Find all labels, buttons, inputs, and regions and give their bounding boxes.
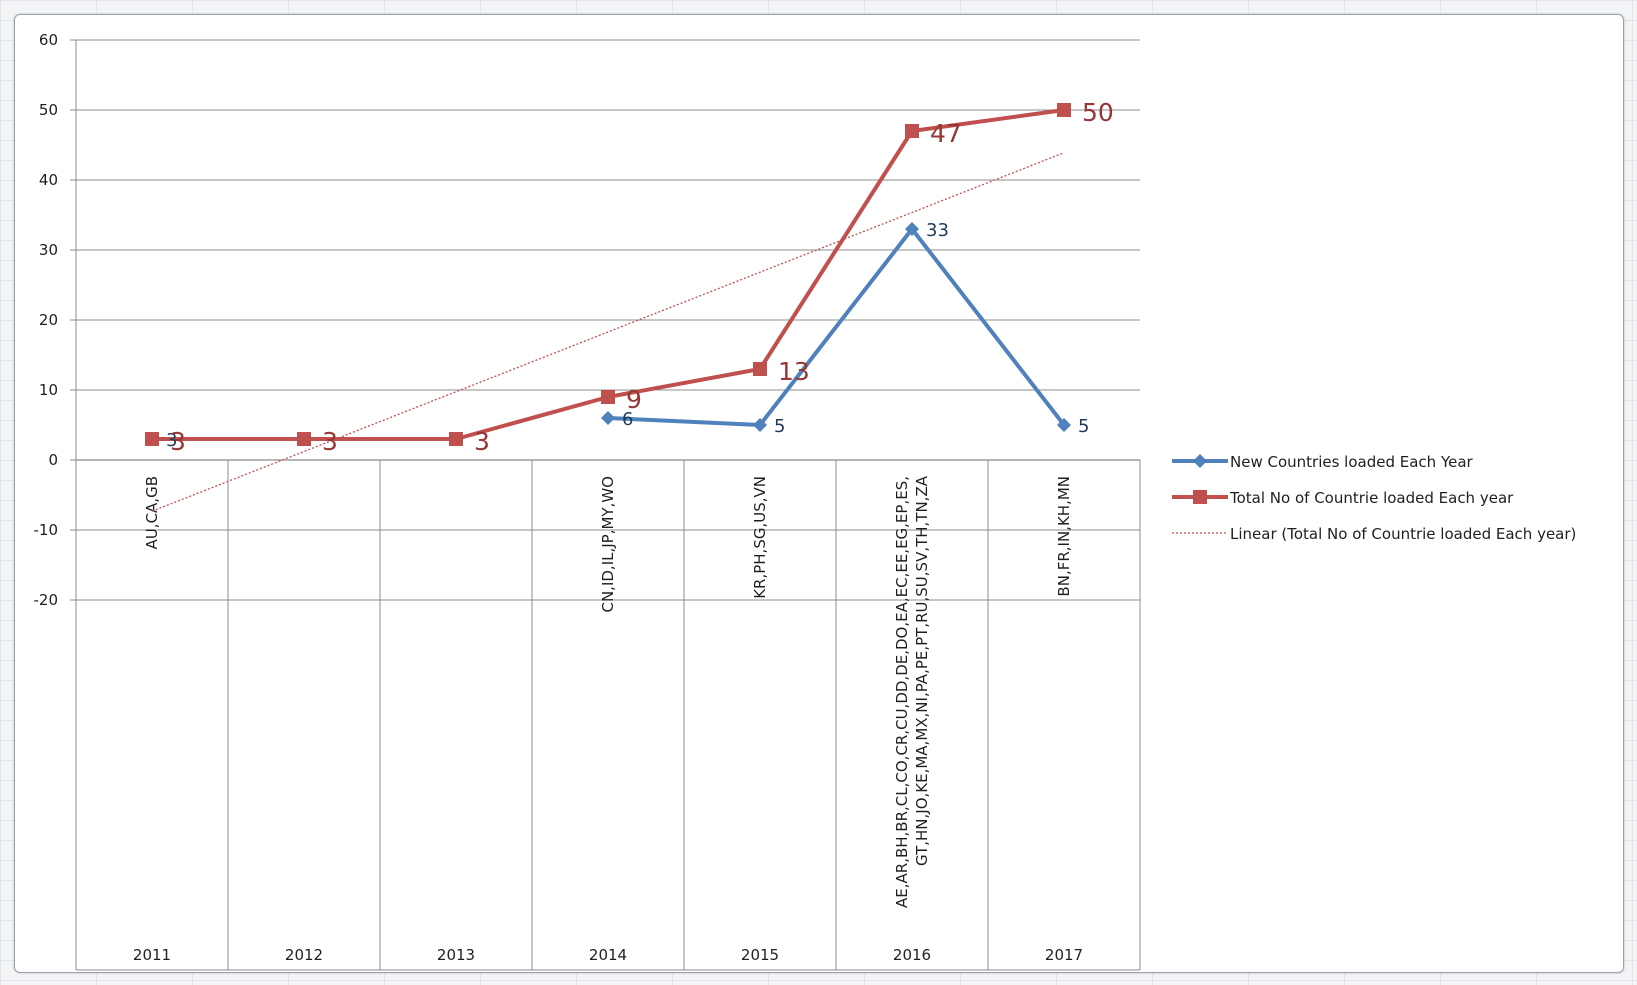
y-tick-label: 60 — [39, 31, 58, 49]
diamond-marker — [601, 411, 615, 425]
diamond-marker — [753, 418, 767, 432]
diamond-marker — [1057, 418, 1071, 432]
diamond-marker — [905, 222, 919, 236]
y-tick-label: -10 — [34, 521, 59, 539]
y-tick-label: 0 — [48, 451, 58, 469]
data-label: 47 — [930, 119, 962, 148]
category-country-label: AU,CA,GB — [143, 476, 161, 549]
data-label: 6 — [622, 409, 633, 430]
diamond-marker — [1193, 454, 1207, 468]
chart-area[interactable] — [14, 14, 1624, 973]
y-tick-label: 10 — [39, 381, 58, 399]
square-marker — [753, 362, 767, 376]
legend-label: Linear (Total No of Countrie loaded Each… — [1230, 525, 1576, 543]
legend[interactable]: New Countries loaded Each Year Total No o… — [1172, 453, 1576, 543]
legend-entry-2[interactable]: Linear (Total No of Countrie loaded Each… — [1172, 525, 1576, 543]
x-tick-label-2012: 2012 — [285, 946, 323, 964]
legend-label: Total No of Countrie loaded Each year — [1229, 489, 1514, 507]
y-tick-label: 40 — [39, 171, 58, 189]
y-tick-label: 50 — [39, 101, 58, 119]
x-tick-label-2014: 2014 — [589, 946, 627, 964]
data-label: 5 — [1078, 416, 1089, 437]
square-marker — [905, 124, 919, 138]
x-tick-label-2017: 2017 — [1045, 946, 1083, 964]
square-marker — [449, 432, 463, 446]
legend-entry-1[interactable]: Total No of Countrie loaded Each year — [1172, 489, 1514, 507]
square-marker — [601, 390, 615, 404]
category-country-label: GT,HN,JO,KE,MA,MX,NI,PA,PE,PT,RU,SU,SV,T… — [913, 475, 931, 866]
legend-entry-0[interactable]: New Countries loaded Each Year — [1172, 453, 1474, 471]
y-tick-label: 20 — [39, 311, 58, 329]
category-country-label: KR,PH,SG,US,VN — [751, 476, 769, 599]
series-line-0 — [607, 227, 1066, 427]
x-tick-label-2013: 2013 — [437, 946, 475, 964]
category-country-label: CN,ID,IL,JP,MY,WO — [599, 476, 617, 613]
trendline — [151, 152, 1065, 512]
data-label: 33 — [926, 220, 949, 241]
data-label: 13 — [778, 357, 810, 386]
data-label: 9 — [626, 385, 642, 414]
data-label: 5 — [774, 416, 785, 437]
category-country-label: AE,AR,BH,BR,CL,CO,CR,CU,DD,DE,DO,EA,EC,E… — [893, 476, 911, 908]
data-label: 3 — [474, 427, 490, 456]
square-marker — [297, 432, 311, 446]
series-lines — [145, 103, 1071, 446]
square-marker — [1193, 490, 1207, 504]
data-label: 50 — [1082, 98, 1114, 127]
square-marker — [1057, 103, 1071, 117]
trendline-linear — [151, 152, 1065, 512]
y-tick-label: -20 — [34, 591, 59, 609]
gridlines: 60 50 40 30 20 10 0 -10 -20 2011 2012 2013 2014 2015 2… — [34, 31, 1141, 971]
x-tick-label-2015: 2015 — [741, 946, 779, 964]
square-marker — [145, 432, 159, 446]
y-tick-label: 30 — [39, 241, 58, 259]
data-label: 3 — [170, 427, 186, 456]
data-label: 3 — [322, 427, 338, 456]
x-tick-label-2016: 2016 — [893, 946, 931, 964]
category-country-label: BN,FR,IN,KH,MN — [1055, 476, 1073, 597]
legend-label: New Countries loaded Each Year — [1230, 453, 1474, 471]
x-tick-label-2011: 2011 — [133, 946, 171, 964]
data-label: 3 — [166, 430, 177, 451]
